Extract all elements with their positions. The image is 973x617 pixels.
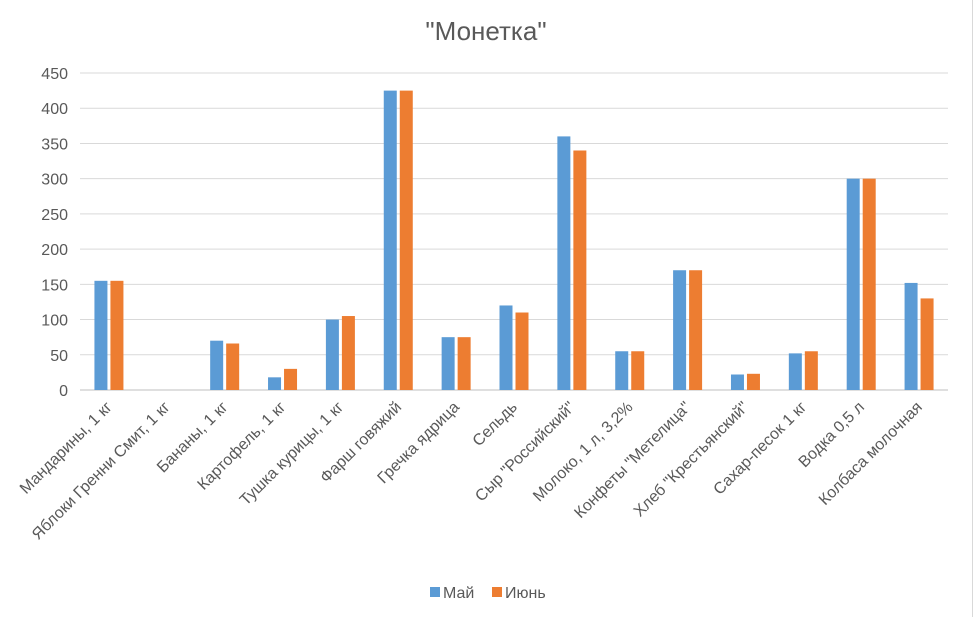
legend-swatch [430,587,440,597]
x-category-label: Тушка курицы, 1 кг [237,399,347,509]
y-tick-label: 150 [41,277,68,294]
legend-swatch [492,587,502,597]
bar-june [110,280,124,390]
y-tick-label: 100 [41,313,68,330]
bar-may [383,90,397,390]
bar-may [673,270,687,390]
y-tick-label: 50 [50,348,68,365]
bar-june [862,178,876,390]
bar-may [904,282,918,390]
x-category-label: Хлеб "Крестьянский" [631,399,753,521]
x-category-label: Конфеты "Метелица" [571,399,694,522]
bar-may [325,319,339,390]
bar-june [746,373,760,390]
bar-june [399,90,413,390]
bar-june [804,351,818,390]
y-tick-label: 450 [41,66,68,83]
bar-june [226,343,240,390]
bar-june [341,316,355,390]
bar-june [457,337,471,390]
bar-may [615,351,629,390]
bar-june [631,351,645,390]
bars [94,90,934,390]
bar-may [557,136,571,390]
x-category-label: Колбаса молочная [816,399,926,509]
bar-may [730,374,744,390]
x-category-label: Сыр "Российский" [472,399,578,505]
bar-may [94,280,108,390]
y-tick-label: 400 [41,101,68,118]
x-category-label: Молоко, 1 л, 3,2% [530,399,636,505]
legend-label: Май [443,585,474,602]
bar-may [210,340,224,390]
bar-may [441,337,455,390]
grid-lines [80,72,948,391]
bar-may [788,353,802,390]
y-tick-label: 350 [41,136,68,153]
bar-june [515,312,529,390]
bar-june [573,150,587,390]
x-category-label: Сельдь [470,399,521,450]
bar-may [846,178,860,390]
legend: Май Июнь [430,585,546,602]
y-tick-label: 0 [59,383,68,400]
y-axis-ticks: 0 50 100 150 200 250 300 350 400 450 [41,66,68,400]
y-tick-label: 300 [41,172,68,189]
y-tick-label: 250 [41,207,68,224]
y-tick-label: 200 [41,242,68,259]
bar-june [284,368,298,390]
chart-title: "Монетка" [425,16,546,46]
bar-may [499,305,513,390]
bar-may [268,377,282,390]
bar-june [920,298,934,390]
bar-june [689,270,703,390]
legend-label: Июнь [505,585,546,602]
